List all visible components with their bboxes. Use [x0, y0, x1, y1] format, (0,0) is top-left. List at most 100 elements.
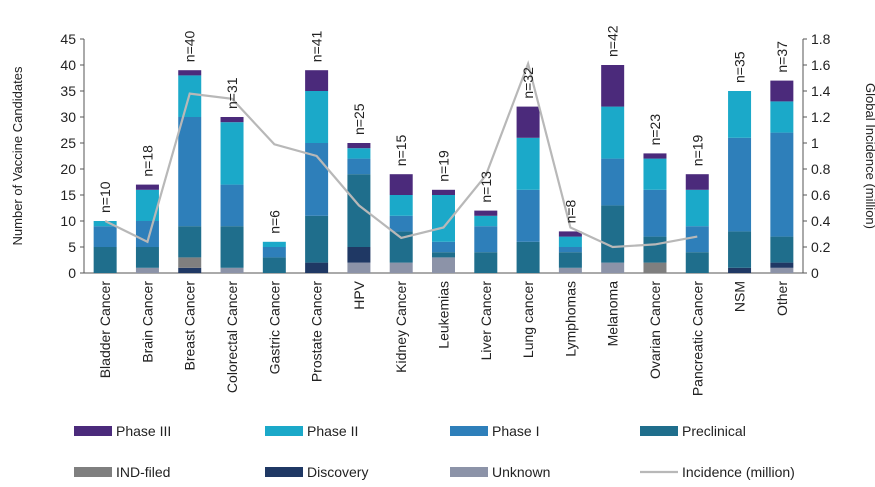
- bar-segment-phase-ii: [135, 189, 159, 221]
- legend-swatch-phase-i: [450, 426, 488, 436]
- bar-segment-discovery: [770, 262, 794, 268]
- total-label: n=25: [351, 103, 367, 135]
- bar-segment-preclinical: [262, 257, 286, 273]
- bar-segment-phase-i: [685, 226, 709, 253]
- y-tick-label-left: 40: [60, 57, 76, 73]
- bar-segment-phase-ii: [474, 215, 498, 227]
- x-tick-label: Other: [774, 281, 790, 316]
- bar-segment-phase-ii: [685, 189, 709, 227]
- bar-segment-phase-iii: [220, 117, 244, 123]
- bar-segment-phase-iii: [558, 231, 582, 237]
- total-label: n=42: [605, 25, 621, 57]
- bar-segment-preclinical: [432, 252, 455, 258]
- total-label: n=10: [97, 181, 113, 213]
- bar-segment-phase-i: [135, 221, 159, 247]
- legend-label-unknown: Unknown: [492, 464, 550, 480]
- x-tick-label: NSM: [732, 281, 748, 312]
- incidence-line-layer: [104, 60, 698, 249]
- bar-segment-phase-i: [643, 189, 667, 237]
- bar-segment-phase-ii: [432, 195, 455, 242]
- bar-segment-phase-ii: [643, 158, 667, 190]
- total-label: n=8: [562, 199, 578, 223]
- bar-segment-phase-iii: [178, 70, 202, 76]
- bar-segment-phase-ii: [93, 221, 117, 227]
- x-tick-label: Melanoma: [605, 281, 621, 347]
- bar-segment-phase-i: [389, 215, 413, 232]
- legend-swatch-discovery: [265, 467, 303, 477]
- bar-segment-preclinical: [474, 252, 498, 273]
- total-label: n=35: [732, 51, 748, 83]
- bar-segment-phase-iii: [305, 70, 329, 91]
- bar-segment-preclinical: [135, 247, 159, 268]
- total-label: n=40: [182, 30, 198, 62]
- y-tick-label-right: 0.8: [811, 161, 831, 177]
- bar-segment-preclinical: [643, 236, 667, 263]
- legend-swatch-unknown: [450, 467, 488, 477]
- legend-swatch-ind-filed: [74, 467, 112, 477]
- bar-segment-preclinical: [220, 226, 244, 268]
- total-label: n=23: [647, 114, 663, 146]
- bar-segment-phase-ii: [558, 236, 582, 247]
- y-tick-label-left: 5: [68, 239, 76, 255]
- bar-segment-unknown: [135, 267, 159, 273]
- bar-segment-discovery: [728, 267, 752, 273]
- bars: [93, 65, 794, 273]
- y-tick-label-right: 1.8: [811, 31, 831, 47]
- bar-segment-preclinical: [516, 241, 540, 273]
- total-label: n=37: [774, 41, 790, 73]
- bar-segment-phase-i: [601, 158, 625, 206]
- bar-segment-phase-i: [728, 137, 752, 232]
- bar-segment-phase-i: [474, 226, 498, 253]
- y-tick-label-right: 1.4: [811, 83, 831, 99]
- bar-segment-ind-filed: [178, 257, 202, 268]
- bar-segment-preclinical: [770, 236, 794, 263]
- y-axis-title-right: Global Incidence (million): [863, 83, 875, 229]
- bar-segment-phase-i: [93, 226, 117, 247]
- x-tick-label: Breast Cancer: [182, 281, 198, 371]
- x-tick-label: Lung cancer: [520, 281, 536, 358]
- y-tick-label-right: 0.4: [811, 213, 831, 229]
- bar-segment-unknown: [347, 262, 371, 273]
- y-tick-label-left: 10: [60, 213, 76, 229]
- bar-segment-ind-filed: [643, 262, 667, 273]
- bar-segment-phase-i: [220, 184, 244, 227]
- bar-segment-phase-ii: [728, 91, 752, 138]
- x-tick-label: Prostate Cancer: [309, 281, 325, 382]
- bar-segment-phase-iii: [432, 189, 455, 195]
- bar-segment-unknown: [432, 257, 455, 273]
- bar-segment-phase-iii: [516, 106, 540, 138]
- bar-segment-phase-ii: [601, 106, 625, 159]
- bar-segment-unknown: [601, 262, 625, 273]
- y-tick-label-right: 1.6: [811, 57, 831, 73]
- bar-segment-discovery: [347, 247, 371, 263]
- bar-segment-phase-i: [516, 189, 540, 242]
- legend-label-incidence-million-: Incidence (million): [682, 464, 795, 480]
- legend-swatch-phase-iii: [74, 426, 112, 436]
- bar-segment-preclinical: [601, 205, 625, 263]
- y-tick-label-left: 45: [60, 31, 76, 47]
- bar-segment-preclinical: [93, 247, 117, 273]
- bar-segment-unknown: [558, 267, 582, 273]
- bar-segment-phase-i: [558, 247, 582, 253]
- bar-segment-phase-ii: [347, 148, 371, 159]
- bar-segment-phase-i: [178, 117, 202, 227]
- total-label: n=6: [266, 210, 282, 234]
- total-label: n=18: [139, 145, 155, 177]
- total-label: n=15: [393, 134, 409, 166]
- x-tick-label: Pancreatic Cancer: [689, 281, 705, 397]
- bar-segment-preclinical: [728, 231, 752, 268]
- legend: Phase III Phase II Phase I Preclinical IND-f…: [74, 423, 795, 480]
- bar-segment-preclinical: [305, 215, 329, 263]
- x-tick-label: Ovarian Cancer: [647, 281, 663, 379]
- legend-label-discovery: Discovery: [307, 464, 368, 480]
- legend-label-ind-filed: IND-filed: [116, 464, 170, 480]
- total-label: n=31: [224, 77, 240, 109]
- bar-segment-phase-ii: [516, 137, 540, 190]
- bar-segment-phase-iii: [601, 65, 625, 107]
- total-label: n=13: [478, 171, 494, 203]
- bar-segment-discovery: [178, 267, 202, 273]
- y-tick-label-left: 20: [60, 161, 76, 177]
- bar-segment-phase-iii: [389, 174, 413, 195]
- total-label: n=41: [309, 30, 325, 62]
